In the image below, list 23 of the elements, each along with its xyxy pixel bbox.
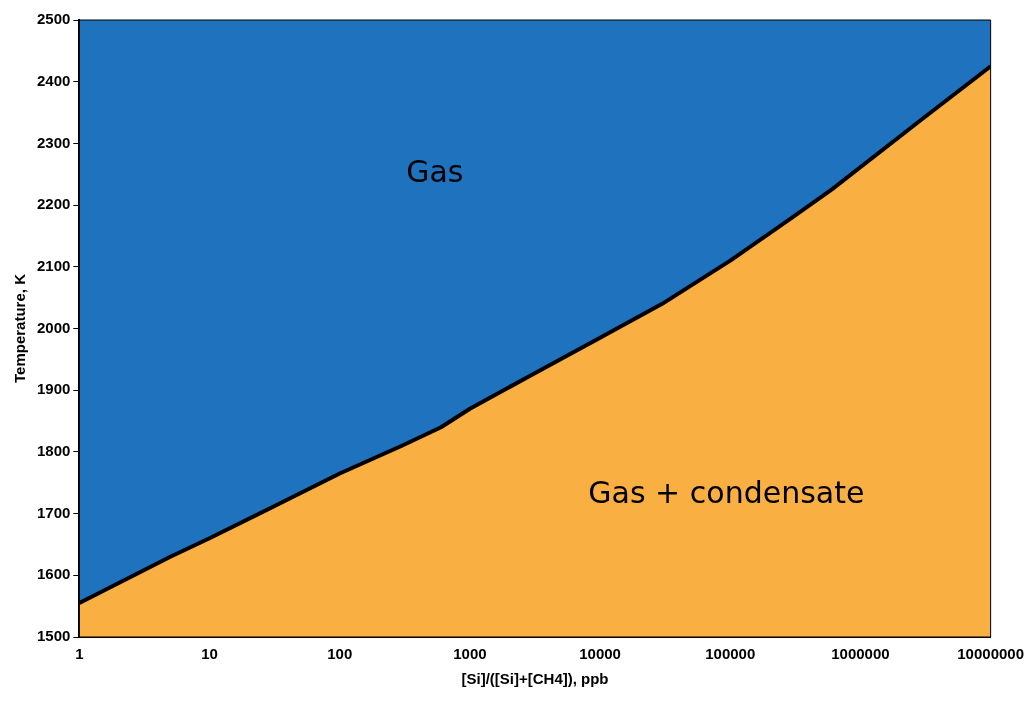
y-tick-label: 2500 — [36, 10, 71, 28]
y-tick-label: 1900 — [36, 380, 71, 398]
x-tick-label: 10 — [201, 645, 218, 663]
y-tick-label: 2400 — [36, 71, 71, 89]
y-tick-label: 2200 — [36, 195, 71, 213]
y-tick-label: 1800 — [36, 442, 71, 460]
y-tick-label: 1600 — [36, 565, 71, 583]
x-tick-label: 1000000 — [831, 645, 890, 663]
annotation: Gas + condensate — [588, 474, 865, 510]
x-tick-label: 100000 — [705, 645, 756, 663]
x-tick-label: 10000000 — [957, 645, 1025, 663]
y-axis-title: Temperature, K — [11, 273, 29, 383]
x-tick-label: 10000 — [579, 645, 621, 663]
x-tick-label: 1000 — [453, 645, 487, 663]
annotation: Gas — [406, 154, 464, 190]
x-axis-title: [Si]/([Si]+[CH4]), ppb — [461, 670, 609, 688]
y-tick-label: 2000 — [36, 318, 71, 336]
x-tick-label: 100 — [327, 645, 353, 663]
y-tick-label: 1700 — [36, 503, 71, 521]
y-tick-label: 1500 — [36, 627, 71, 645]
y-tick-label: 2300 — [36, 133, 71, 151]
y-tick-label: 2100 — [36, 256, 71, 274]
x-tick-label: 1 — [75, 645, 84, 663]
